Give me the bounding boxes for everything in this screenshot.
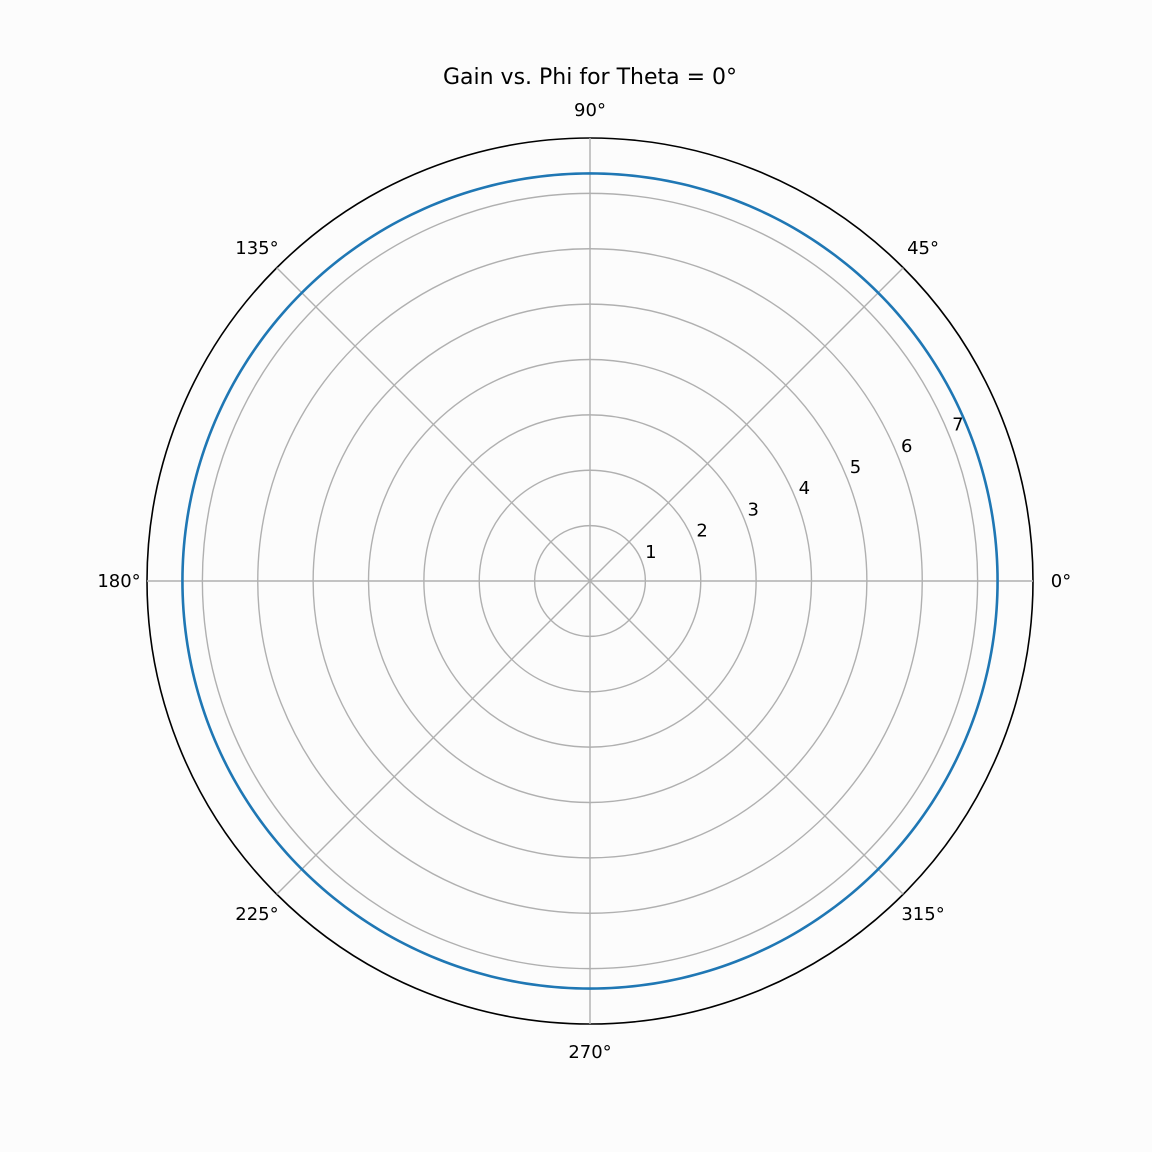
- angular-gridlines: [147, 138, 1033, 1024]
- radial-tick-label: 5: [850, 457, 861, 478]
- angle-tick-label: 0°: [1051, 571, 1071, 592]
- angle-tick-label: 135°: [235, 238, 278, 259]
- radial-tick-label: 7: [952, 415, 963, 436]
- angle-tick-label: 180°: [97, 571, 140, 592]
- radial-tick-label: 3: [747, 499, 758, 520]
- angle-tick-label: 45°: [907, 238, 939, 259]
- angle-tick-label: 270°: [568, 1042, 611, 1063]
- angle-tick-label: 315°: [901, 904, 944, 925]
- angle-tick-label: 90°: [574, 100, 606, 121]
- angle-tick-label: 225°: [235, 904, 278, 925]
- radial-tick-label: 1: [645, 542, 656, 563]
- chart-title: Gain vs. Phi for Theta = 0°: [443, 65, 737, 90]
- radial-tick-label: 4: [799, 478, 810, 499]
- radial-tick-label: 6: [901, 436, 912, 457]
- radial-tick-label: 2: [696, 521, 707, 542]
